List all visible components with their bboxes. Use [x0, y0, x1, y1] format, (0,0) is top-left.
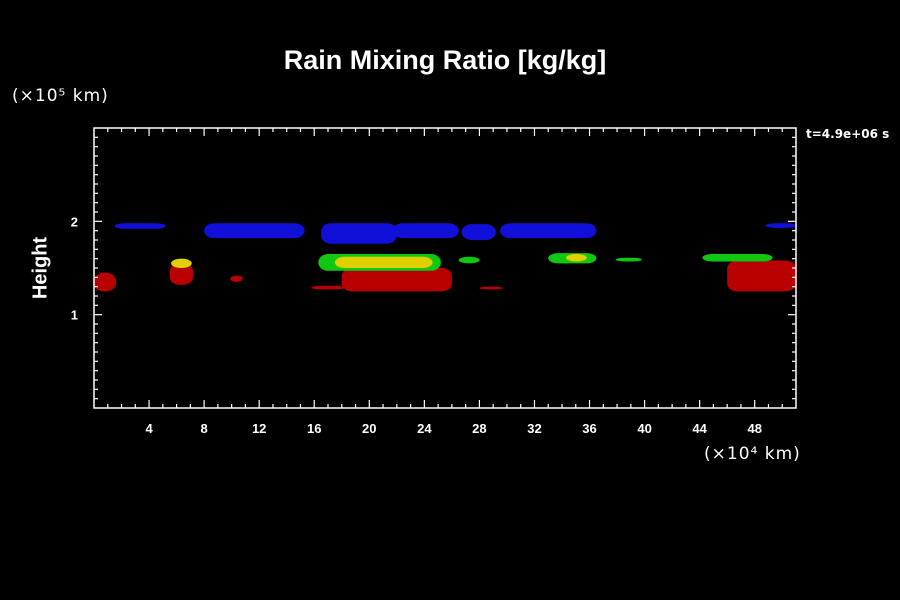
- y-axis-unit: (×10⁵ km): [12, 86, 109, 106]
- plot-frame: [93, 127, 797, 409]
- x-tick-label: 36: [582, 421, 596, 436]
- y-tick-label: 2: [71, 214, 78, 229]
- region-red-12: [479, 286, 503, 290]
- timestamp-label: t=4.9e+06 s: [806, 127, 890, 141]
- region-blue-2: [321, 223, 397, 244]
- region-red-8: [169, 263, 194, 285]
- region-blue-1: [204, 223, 305, 239]
- x-tick-label: 40: [637, 421, 651, 436]
- region-blue-0: [114, 223, 166, 229]
- chart-title: Rain Mixing Ratio [kg/kg]: [283, 45, 607, 75]
- x-tick-label: 4: [145, 421, 153, 436]
- x-tick-label: 28: [472, 421, 486, 436]
- region-yellow-20: [171, 258, 192, 268]
- region-red-10: [311, 285, 345, 290]
- x-tick-label: 48: [747, 421, 761, 436]
- region-green-15: [458, 256, 480, 264]
- region-yellow-19: [334, 256, 433, 268]
- x-axis-unit: (×10⁴ km): [704, 444, 801, 464]
- region-yellow-21: [566, 254, 587, 262]
- region-blue-4: [461, 224, 496, 240]
- region-green-18: [702, 254, 773, 262]
- x-tick-label: 44: [692, 421, 707, 436]
- region-red-9: [230, 275, 243, 282]
- x-tick-label: 24: [417, 421, 432, 436]
- region-blue-6: [765, 223, 796, 228]
- x-tick-label: 8: [201, 421, 208, 436]
- region-red-7: [94, 272, 117, 292]
- region-blue-5: [500, 223, 597, 239]
- x-tick-label: 20: [362, 421, 376, 436]
- region-green-17: [615, 257, 642, 262]
- region-red-11: [341, 268, 452, 292]
- x-tick-label: 16: [307, 421, 321, 436]
- y-tick-label: 1: [71, 308, 78, 323]
- region-blue-3: [392, 223, 459, 239]
- axis-ticks: [94, 128, 796, 408]
- x-tick-label: 12: [252, 421, 266, 436]
- x-tick-label: 32: [527, 421, 541, 436]
- data-regions: [94, 223, 796, 292]
- region-red-13: [727, 260, 796, 292]
